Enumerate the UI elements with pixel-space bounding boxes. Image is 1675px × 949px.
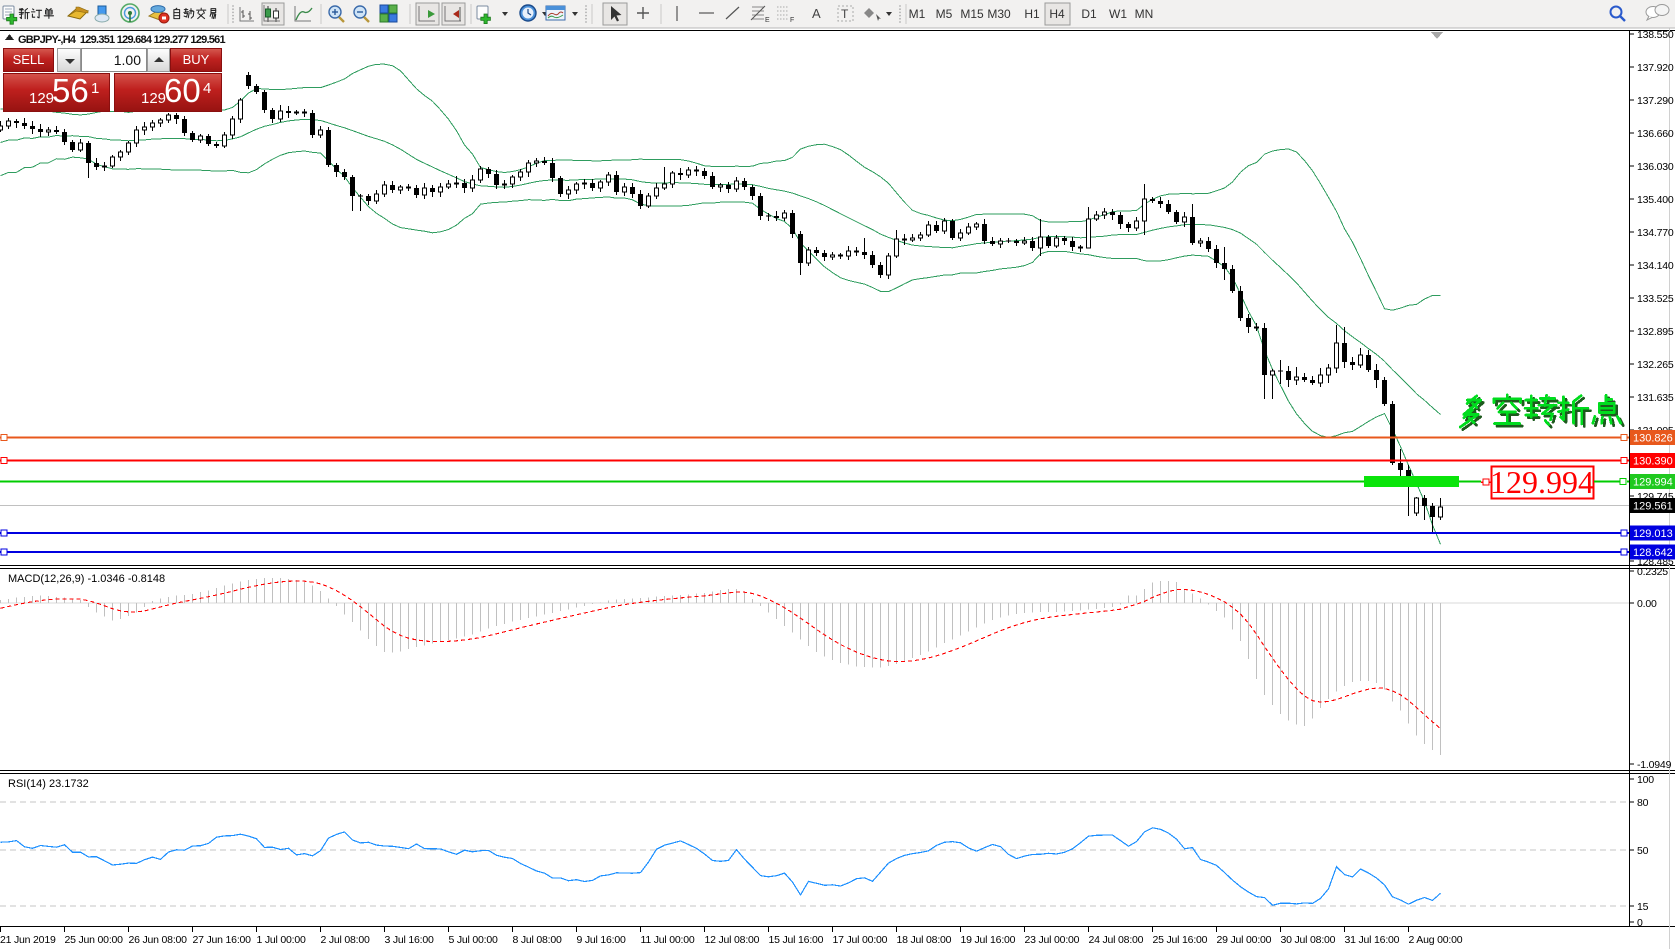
svg-text:133.525: 133.525 [1637,293,1674,305]
svg-text:H1: H1 [1024,7,1040,21]
svg-text:131.635: 131.635 [1637,392,1674,404]
svg-text:GBPJPY-,H4 129.351 129.684 12: GBPJPY-,H4 129.351 129.684 129.277 129.5… [18,34,226,46]
svg-text:24 Jul 08:00: 24 Jul 08:00 [1089,934,1144,946]
svg-text:25 Jul 16:00: 25 Jul 16:00 [1153,934,1208,946]
svg-text:137.290: 137.290 [1637,95,1674,107]
svg-text:129.994: 129.994 [1490,464,1594,500]
svg-text:15 Jul 16:00: 15 Jul 16:00 [769,934,824,946]
svg-text:137.920: 137.920 [1637,62,1674,74]
svg-text:136.660: 136.660 [1637,128,1674,140]
svg-text:M5: M5 [936,7,953,21]
svg-text:136.030: 136.030 [1637,161,1674,173]
svg-text:A: A [812,6,821,21]
svg-text:129.561: 129.561 [1633,501,1673,513]
svg-text:132.265: 132.265 [1637,359,1674,371]
svg-text:130.390: 130.390 [1633,456,1673,468]
svg-text:100: 100 [1637,774,1654,786]
svg-text:130.826: 130.826 [1633,433,1673,445]
svg-text:26 Jun 08:00: 26 Jun 08:00 [129,934,188,946]
svg-text:H4: H4 [1049,7,1065,21]
svg-text:11 Jul 00:00: 11 Jul 00:00 [641,934,695,946]
svg-text:129.013: 129.013 [1633,528,1673,540]
svg-text:15: 15 [1637,901,1649,913]
svg-text:80: 80 [1637,797,1649,809]
svg-text:8 Jul 08:00: 8 Jul 08:00 [513,934,563,946]
svg-text:T: T [841,7,849,21]
svg-text:135.400: 135.400 [1637,194,1674,206]
svg-text:29 Jul 00:00: 29 Jul 00:00 [1217,934,1272,946]
svg-text:M30: M30 [987,7,1011,21]
svg-text:18 Jul 08:00: 18 Jul 08:00 [897,934,952,946]
svg-text:RSI(14) 23.1732: RSI(14) 23.1732 [8,778,89,790]
svg-text:F: F [790,17,794,24]
svg-text:50: 50 [1637,845,1649,857]
svg-text:M1: M1 [909,7,926,21]
svg-text:D1: D1 [1081,7,1097,21]
svg-text:132.895: 132.895 [1637,326,1674,338]
svg-text:9 Jul 16:00: 9 Jul 16:00 [577,934,627,946]
svg-text:0: 0 [1637,917,1643,929]
svg-text:25 Jun 00:00: 25 Jun 00:00 [65,934,124,946]
svg-text:27 Jun 16:00: 27 Jun 16:00 [193,934,252,946]
svg-text:138.550: 138.550 [1637,29,1674,41]
svg-text:-1.0949: -1.0949 [1637,759,1672,771]
svg-text:21 Jun 2019: 21 Jun 2019 [0,934,56,946]
svg-text:1 Jul 00:00: 1 Jul 00:00 [257,934,307,946]
svg-text:19 Jul 16:00: 19 Jul 16:00 [961,934,1016,946]
svg-text:MN: MN [1135,7,1154,21]
svg-text:0.2325: 0.2325 [1637,566,1668,578]
svg-text:30 Jul 08:00: 30 Jul 08:00 [1281,934,1336,946]
svg-text:128.642: 128.642 [1633,547,1673,559]
svg-text:31 Jul 16:00: 31 Jul 16:00 [1345,934,1400,946]
svg-text:5 Jul 00:00: 5 Jul 00:00 [449,934,499,946]
svg-text:23 Jul 00:00: 23 Jul 00:00 [1025,934,1080,946]
svg-text:17 Jul 00:00: 17 Jul 00:00 [833,934,888,946]
svg-text:3 Jul 16:00: 3 Jul 16:00 [385,934,435,946]
svg-text:W1: W1 [1109,7,1127,21]
svg-text:12 Jul 08:00: 12 Jul 08:00 [705,934,760,946]
svg-text:2 Jul 08:00: 2 Jul 08:00 [321,934,371,946]
svg-text:0.00: 0.00 [1637,598,1657,610]
svg-text:134.770: 134.770 [1637,227,1674,239]
svg-text:E: E [765,17,770,24]
svg-text:2 Aug 00:00: 2 Aug 00:00 [1409,934,1463,946]
svg-text:M15: M15 [960,7,984,21]
svg-text:129.994: 129.994 [1633,477,1673,489]
svg-text:134.140: 134.140 [1637,260,1674,272]
svg-text:MACD(12,26,9) -1.0346 -0.8148: MACD(12,26,9) -1.0346 -0.8148 [8,573,165,585]
